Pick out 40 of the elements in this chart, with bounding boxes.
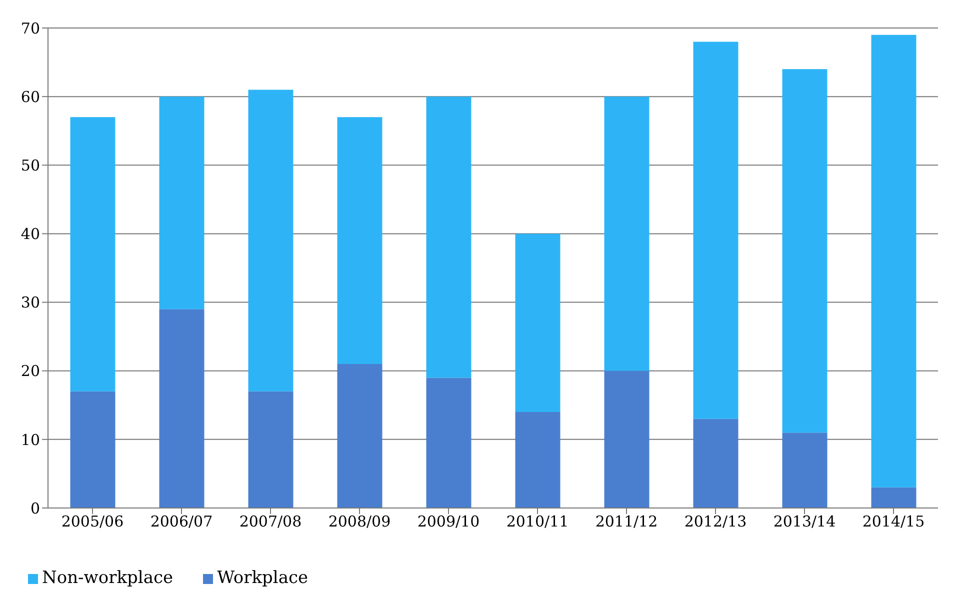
bar [159,96,204,310]
x-tick-label: 2014/15 [862,512,925,531]
bar [248,391,294,508]
y-tick-label: 20 [20,362,40,380]
bar [604,370,650,508]
x-tick-label: 2011/12 [595,512,658,531]
y-tick-label: 30 [20,294,40,312]
x-tick-label: 2010/11 [506,512,569,531]
y-tick-label: 10 [20,430,40,449]
y-tick-label: 60 [20,88,40,106]
bar [871,487,916,508]
bar [337,117,382,364]
bar [604,96,650,371]
legend-label: Non-workplace [42,568,174,588]
y-tick-label: 40 [20,225,40,244]
x-tick-label: 2012/13 [684,512,747,531]
bar [782,69,828,433]
bar [159,309,204,508]
x-tick-label: 2005/06 [61,512,124,531]
bar [871,34,916,488]
bar [515,234,560,412]
y-tick-label: 70 [20,19,40,38]
x-tick-label: 2013/14 [773,512,836,531]
x-tick-label: 2008/09 [328,512,391,531]
bar [337,364,382,508]
bar [782,432,828,508]
y-tick-label: 0 [30,499,40,518]
bar [426,378,472,508]
x-tick-label: 2006/07 [150,512,213,531]
bar [70,117,116,392]
bar [515,412,560,508]
bar [693,418,738,508]
bar [693,42,738,419]
x-tick-label: 2009/10 [417,512,480,531]
y-tick-label: 50 [20,156,40,174]
x-tick-label: 2007/08 [239,512,302,531]
legend-label: Workplace [217,568,308,588]
bar [70,391,116,508]
bar [248,90,294,392]
bar [426,96,472,378]
